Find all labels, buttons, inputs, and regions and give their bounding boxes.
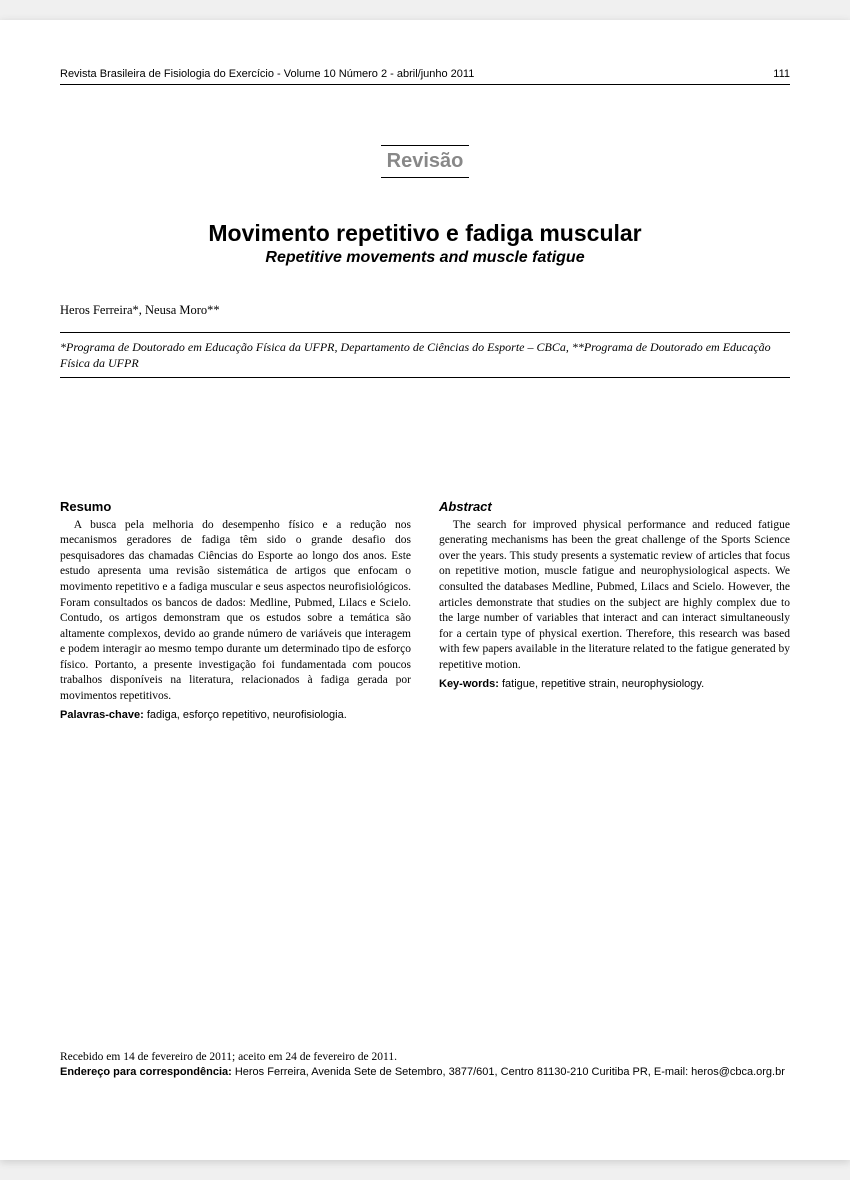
- abstracts-row: Resumo A busca pela melhoria do desempen…: [60, 498, 790, 723]
- section-label: Revisão: [381, 145, 470, 178]
- footer: Recebido em 14 de fevereiro de 2011; ace…: [60, 1050, 790, 1080]
- divider: [60, 377, 790, 378]
- page-number: 111: [773, 68, 790, 80]
- received-date: Recebido em 14 de fevereiro de 2011; ace…: [60, 1050, 790, 1066]
- authors: Heros Ferreira*, Neusa Moro**: [60, 303, 790, 318]
- abstract-heading: Abstract: [439, 498, 790, 516]
- running-header: Revista Brasileira de Fisiologia do Exer…: [60, 68, 790, 85]
- page: Revista Brasileira de Fisiologia do Exer…: [0, 20, 850, 1160]
- keywords-label: Key-words:: [439, 678, 499, 690]
- section-label-container: Revisão: [60, 145, 790, 178]
- resumo-heading: Resumo: [60, 498, 411, 516]
- article-subtitle: Repetitive movements and muscle fatigue: [60, 249, 790, 267]
- abstract-keywords: Key-words: fatigue, repetitive strain, n…: [439, 677, 790, 693]
- keywords-text: fatigue, repetitive strain, neurophysiol…: [499, 678, 704, 690]
- resumo-keywords: Palavras-chave: fadiga, esforço repetiti…: [60, 708, 411, 724]
- abstract-body: The search for improved physical perform…: [439, 518, 790, 673]
- keywords-text: fadiga, esforço repetitivo, neurofisiolo…: [144, 709, 347, 721]
- resumo-body: A busca pela melhoria do desempenho físi…: [60, 518, 411, 704]
- affiliations: *Programa de Doutorado em Educação Físic…: [60, 333, 790, 377]
- keywords-label: Palavras-chave:: [60, 709, 144, 721]
- correspondence: Endereço para correspondência: Heros Fer…: [60, 1065, 790, 1080]
- correspondence-text: Heros Ferreira, Avenida Sete de Setembro…: [232, 1066, 785, 1078]
- journal-info: Revista Brasileira de Fisiologia do Exer…: [60, 68, 474, 80]
- correspondence-label: Endereço para correspondência:: [60, 1066, 232, 1078]
- resumo-column: Resumo A busca pela melhoria do desempen…: [60, 498, 411, 723]
- abstract-column: Abstract The search for improved physica…: [439, 498, 790, 723]
- article-title: Movimento repetitivo e fadiga muscular: [60, 220, 790, 247]
